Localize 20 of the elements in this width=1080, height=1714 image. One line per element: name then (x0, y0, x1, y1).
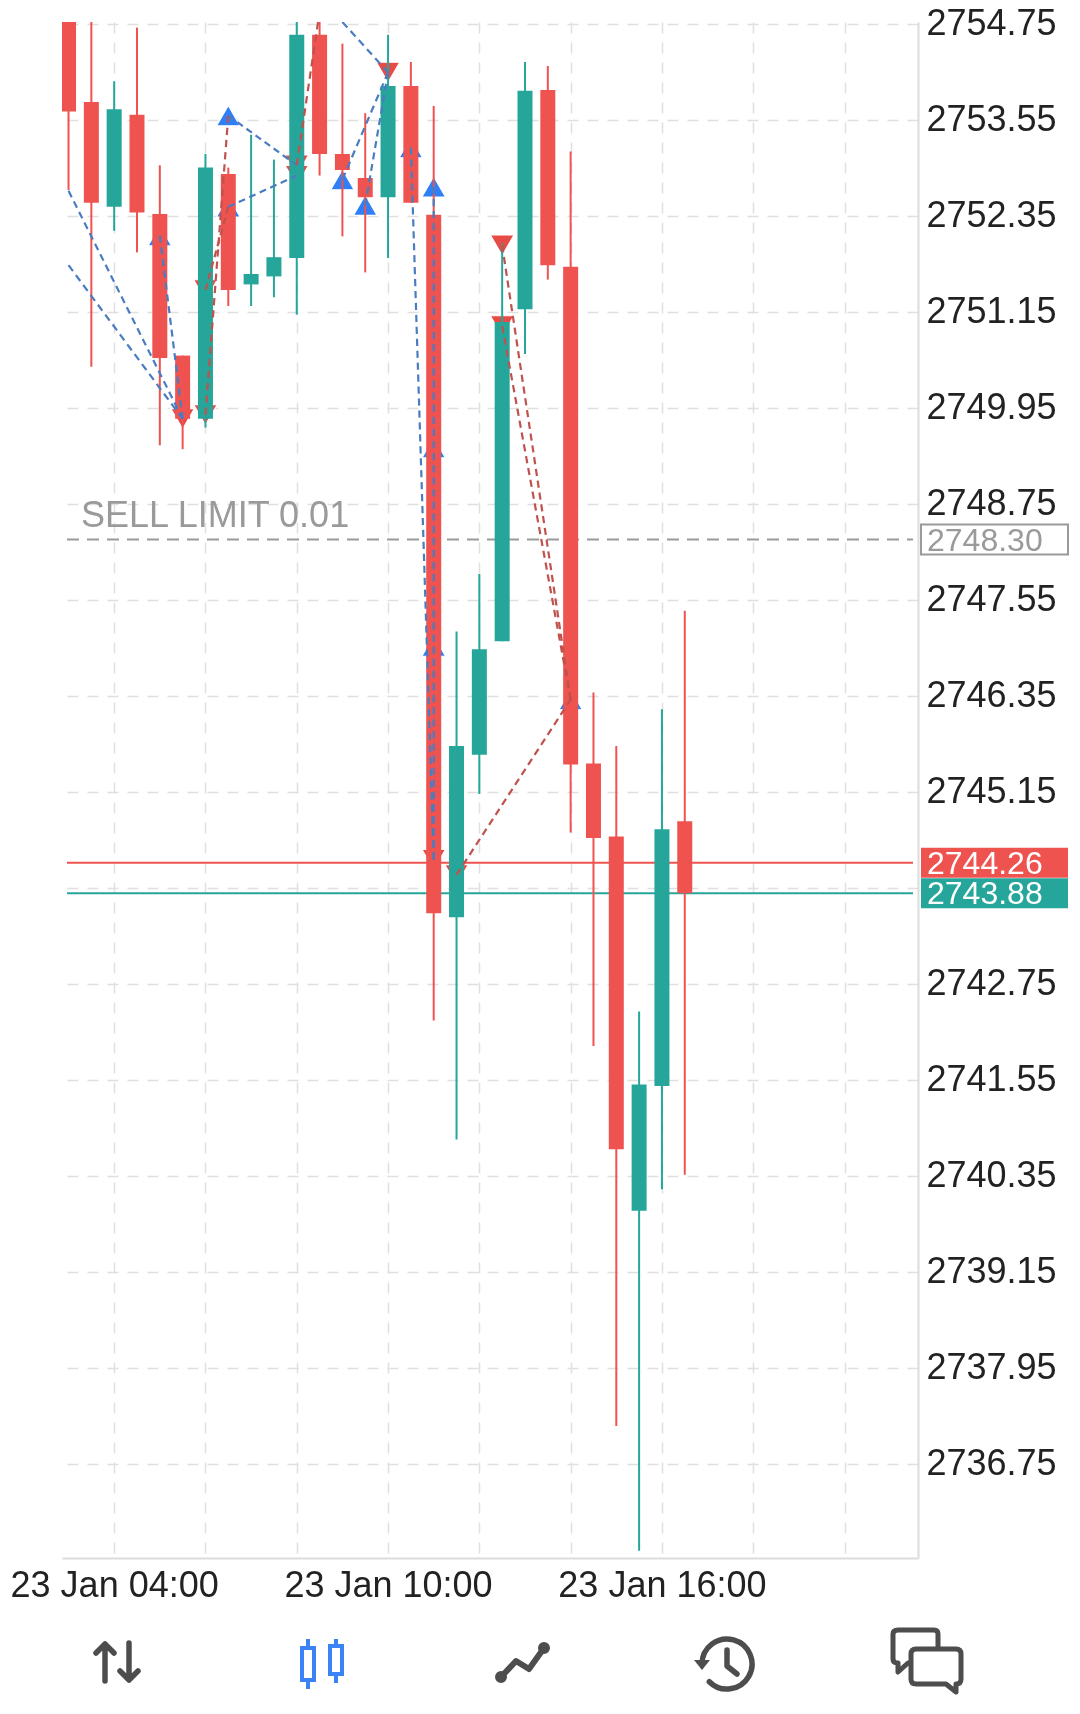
y-tick-label: 2754.75 (926, 2, 1057, 44)
y-tick-label: 2753.55 (926, 98, 1057, 140)
y-tick-label: 2737.95 (926, 1346, 1057, 1388)
ref-line-label: SELL LIMIT 0.01 (81, 493, 350, 535)
y-tick-label: 2747.55 (926, 578, 1057, 620)
y-tick-label: 2742.75 (926, 962, 1057, 1004)
y-tick-label: 2748.75 (926, 482, 1057, 524)
y-tick-label: 2746.35 (926, 674, 1057, 716)
x-tick-label: 23 Jan 04:00 (10, 1563, 219, 1605)
y-tick-label: 2752.35 (926, 194, 1057, 236)
y-tick-label: 2745.15 (926, 770, 1057, 812)
y-tick-label: 2741.55 (926, 1058, 1057, 1100)
y-tick-label: 2740.35 (926, 1154, 1057, 1196)
y-tick-label: 2751.15 (926, 290, 1057, 332)
x-tick-label: 23 Jan 10:00 (284, 1563, 493, 1605)
text: 2748.30 (927, 521, 1043, 558)
y-tick-label: 2736.75 (926, 1442, 1057, 1484)
y-tick-label: 2749.95 (926, 386, 1057, 428)
x-tick-label: 23 Jan 16:00 (558, 1563, 767, 1605)
y-tick-label: 2739.15 (926, 1250, 1057, 1292)
